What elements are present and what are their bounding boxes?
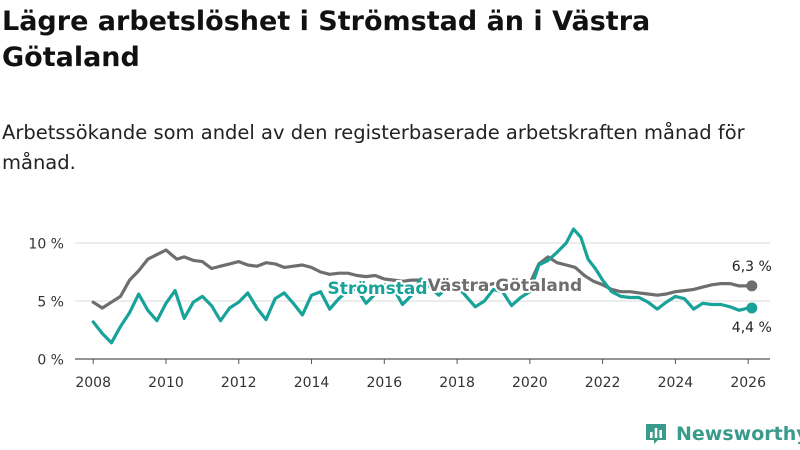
brand-name: Newsworthy (676, 423, 800, 445)
chart-subtitle: Arbetssökande som andel av den registerb… (2, 121, 745, 174)
y-tick-label: 0 % (37, 353, 64, 369)
endpoint-dot-stromstad (746, 302, 758, 314)
grid-lines (75, 242, 770, 360)
x-tick-label: 2016 (366, 375, 402, 391)
x-tick-label: 2020 (512, 375, 548, 391)
x-tick-label: 2014 (294, 375, 330, 391)
x-axis-ticks: 2008 2010 2012 2014 2016 2018 2020 2022 2024 2026 (75, 359, 766, 391)
series-lines (91, 227, 758, 345)
brand-logo: Newsworthy (644, 419, 800, 449)
end-value-label: 4,4 % (732, 320, 772, 336)
end-value-label: 6,3 % (732, 259, 772, 275)
x-tick-label: 2026 (730, 375, 766, 391)
x-tick-label: 2008 (75, 375, 111, 391)
endpoint-dot-vastra-gotaland (746, 280, 758, 292)
series-labels: 6,3 % 4,4 % Strömstad Västra Götaland (325, 259, 772, 336)
y-axis-ticks: 0 % 5 % 10 % (28, 237, 64, 369)
chart-title: Lägre arbetslöshet i Strömstad än i Väst… (2, 6, 651, 73)
x-tick-label: 2022 (585, 375, 621, 391)
x-tick-label: 2024 (658, 375, 694, 391)
y-tick-label: 5 % (37, 295, 64, 311)
series-name-label: Västra Götaland (428, 276, 583, 296)
x-tick-label: 2012 (221, 375, 257, 391)
series-name-label: Strömstad (327, 279, 427, 299)
x-tick-label: 2010 (148, 375, 184, 391)
x-tick-label: 2018 (439, 375, 475, 391)
newsworthy-bar-chart-logo-icon (646, 424, 666, 444)
y-tick-label: 10 % (28, 237, 64, 253)
series-line-stromstad (91, 227, 754, 345)
